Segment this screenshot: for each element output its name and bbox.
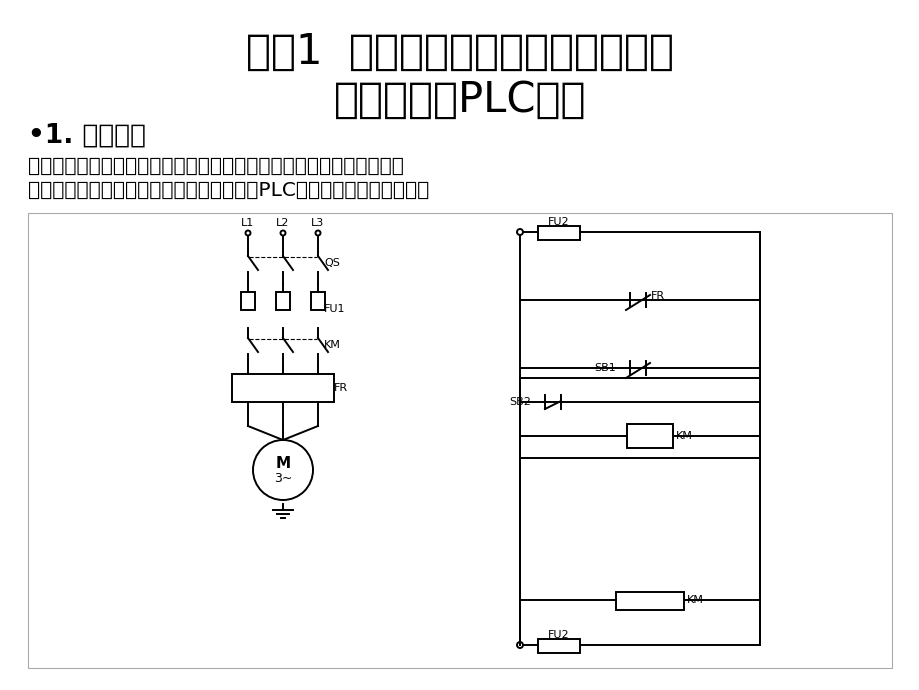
Text: SB1: SB1 xyxy=(594,363,615,373)
Text: L1: L1 xyxy=(241,218,255,228)
Text: L3: L3 xyxy=(311,218,324,228)
Text: FU2: FU2 xyxy=(548,630,569,640)
Text: 控制线路的PLC改造: 控制线路的PLC改造 xyxy=(334,79,585,121)
Text: QS: QS xyxy=(323,258,339,268)
Bar xyxy=(616,592,683,610)
Bar xyxy=(538,639,579,653)
Text: 任务1  单向起动、停止的电动机电气: 任务1 单向起动、停止的电动机电气 xyxy=(245,31,674,73)
Bar xyxy=(311,292,324,310)
Text: KM: KM xyxy=(675,431,692,441)
Text: M: M xyxy=(275,457,290,471)
Circle shape xyxy=(253,440,312,500)
Bar xyxy=(276,292,289,310)
Text: FU1: FU1 xyxy=(323,304,346,314)
Bar xyxy=(627,424,673,448)
Text: KM: KM xyxy=(323,340,341,350)
Bar xyxy=(538,226,579,240)
Text: FR: FR xyxy=(334,383,347,393)
Text: SB2: SB2 xyxy=(508,397,530,407)
Text: FU2: FU2 xyxy=(548,217,569,227)
Text: 3~: 3~ xyxy=(274,471,292,484)
Text: •1. 工作任务: •1. 工作任务 xyxy=(28,123,146,149)
Bar xyxy=(232,374,334,402)
Text: L2: L2 xyxy=(276,218,289,228)
Text: 示。请分析该控制线路图的控制功能，并用PLC对其控制电路进行改造。: 示。请分析该控制线路图的控制功能，并用PLC对其控制电路进行改造。 xyxy=(28,181,429,199)
Text: 采用继电接触控制系统实现电动机单向起动、停止电气控制。如下图所: 采用继电接触控制系统实现电动机单向起动、停止电气控制。如下图所 xyxy=(28,157,403,175)
Text: KM: KM xyxy=(686,595,703,605)
Bar xyxy=(241,292,255,310)
Text: FR: FR xyxy=(651,291,664,301)
Bar xyxy=(28,213,891,668)
